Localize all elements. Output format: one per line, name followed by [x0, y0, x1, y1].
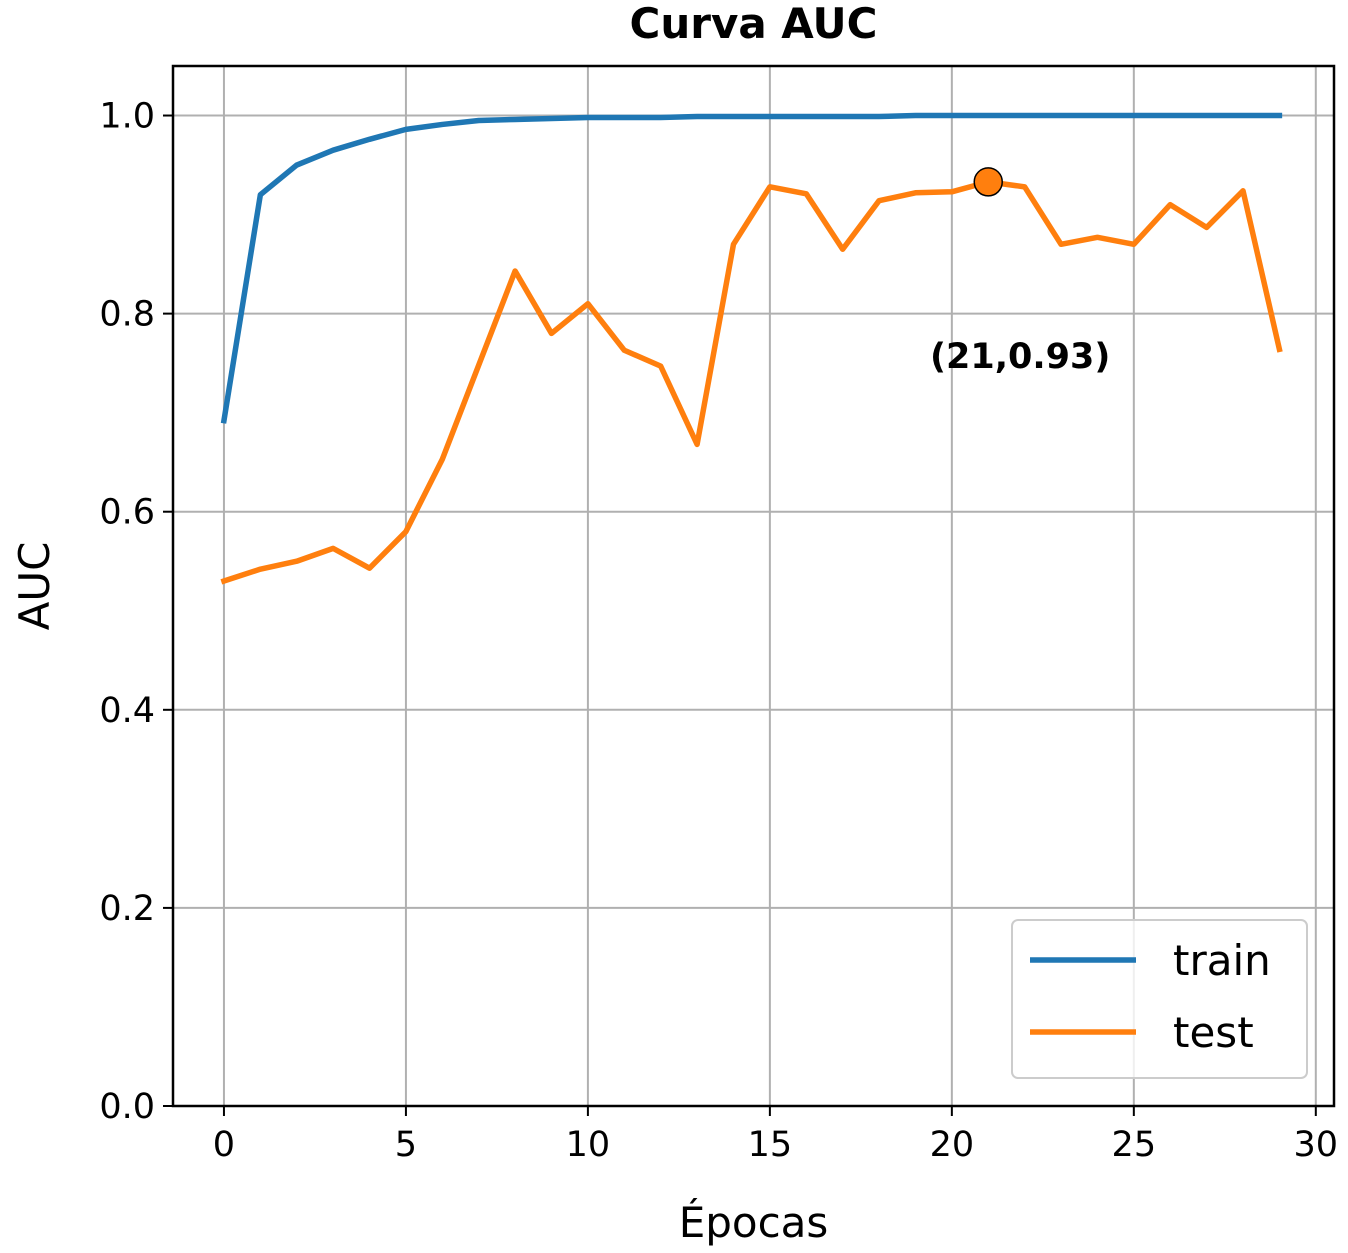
- chart-title: Curva AUC: [630, 0, 878, 48]
- x-tick-label: 20: [930, 1125, 975, 1165]
- y-axis-label: AUC: [10, 542, 59, 631]
- best-point-marker: [973, 167, 1003, 197]
- y-tick-label: 0.4: [99, 691, 155, 731]
- x-tick-label: 30: [1294, 1125, 1339, 1165]
- highlight-layer: [973, 167, 1003, 197]
- legend-label-test: test: [1173, 1008, 1254, 1057]
- series-lines: [220, 112, 1283, 585]
- y-tick-label: 0.2: [99, 889, 155, 929]
- y-tick-label: 0.0: [99, 1087, 155, 1127]
- x-tick-label: 15: [748, 1125, 793, 1165]
- y-tick-label: 0.6: [99, 493, 155, 533]
- x-tick-label: 0: [213, 1125, 235, 1165]
- series-line-train: [220, 112, 1283, 424]
- plot-frame: [171, 64, 1336, 1108]
- legend: train test: [1011, 919, 1308, 1079]
- y-tick-label: 1.0: [99, 97, 155, 137]
- axis-ticks: 0 5 10 15 20 25 30 0.0 0.2 0.4 0.6 0.8 1.0: [99, 97, 1338, 1165]
- x-axis-label: Épocas: [679, 1197, 829, 1247]
- legend-label-train: train: [1173, 936, 1271, 985]
- x-tick-label: 25: [1112, 1125, 1157, 1165]
- y-tick-label: 0.8: [99, 295, 155, 335]
- x-tick-label: 5: [395, 1125, 417, 1165]
- series-line-test: [220, 179, 1283, 585]
- best-point-annotation: (21,0.93): [930, 337, 1110, 377]
- x-tick-label: 10: [566, 1125, 611, 1165]
